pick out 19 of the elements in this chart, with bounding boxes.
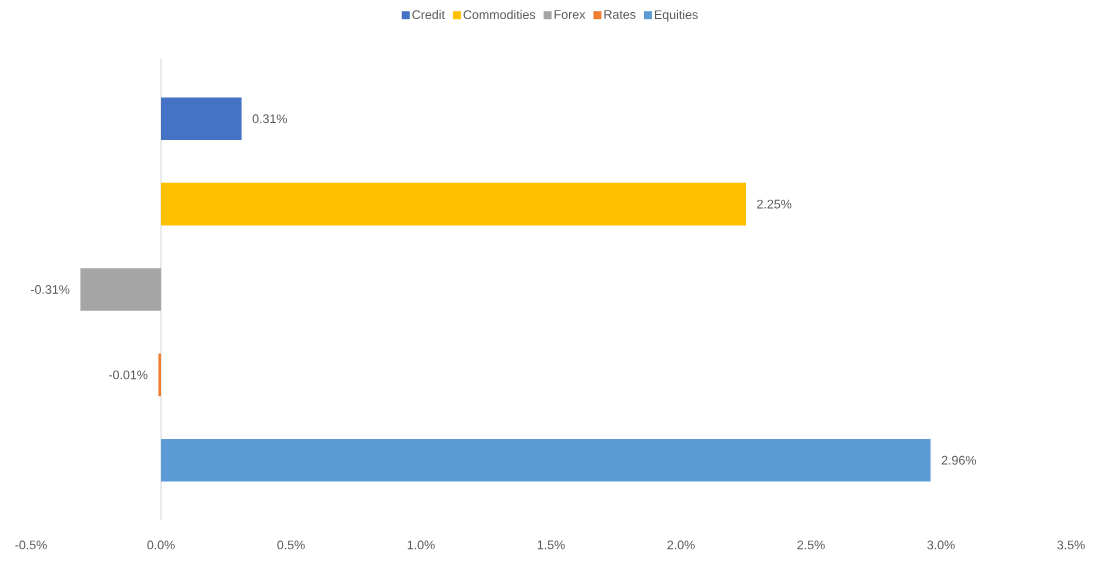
legend-label: Commodities [463,9,536,20]
legend-label: Credit [412,9,445,20]
legend-label: Rates [604,10,636,19]
x-tick-label: 3.5% [1057,540,1085,550]
x-tick-label: 1.0% [407,540,435,550]
legend-label: Equities [654,9,698,22]
data-label: -0.01% [108,370,148,380]
data-label: 2.25% [757,199,792,209]
x-tick-label: 0.0% [147,540,175,550]
x-tick-label: 0.5% [277,540,305,550]
data-label: -0.31% [30,285,70,294]
x-tick-label: -0.5% [15,540,47,550]
data-label: 2.96% [941,455,976,465]
data-label: 0.31% [252,114,287,124]
x-tick-label: 1.5% [537,540,565,550]
x-tick-label: 2.5% [797,540,825,550]
x-tick-label: 3.0% [927,540,955,550]
legend-label: Forex [554,10,586,19]
x-tick-label: 2.0% [667,540,695,550]
